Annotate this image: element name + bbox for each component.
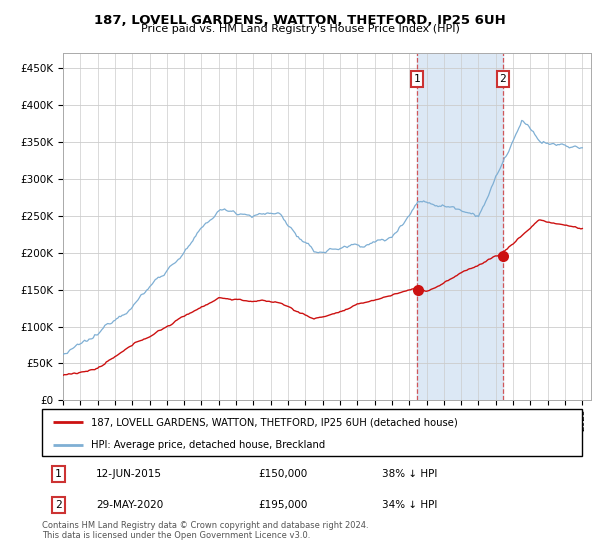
Text: 2: 2 bbox=[500, 74, 506, 84]
Bar bbox=[417, 53, 503, 400]
Text: 29-MAY-2020: 29-MAY-2020 bbox=[96, 500, 163, 510]
Text: 2: 2 bbox=[55, 500, 62, 510]
Text: £150,000: £150,000 bbox=[258, 469, 307, 479]
Text: HPI: Average price, detached house, Breckland: HPI: Average price, detached house, Brec… bbox=[91, 440, 325, 450]
Text: £195,000: £195,000 bbox=[258, 500, 307, 510]
Text: 12-JUN-2015: 12-JUN-2015 bbox=[96, 469, 162, 479]
Text: 38% ↓ HPI: 38% ↓ HPI bbox=[382, 469, 437, 479]
Text: 187, LOVELL GARDENS, WATTON, THETFORD, IP25 6UH: 187, LOVELL GARDENS, WATTON, THETFORD, I… bbox=[94, 14, 506, 27]
Text: 187, LOVELL GARDENS, WATTON, THETFORD, IP25 6UH (detached house): 187, LOVELL GARDENS, WATTON, THETFORD, I… bbox=[91, 417, 457, 427]
Text: Contains HM Land Registry data © Crown copyright and database right 2024.
This d: Contains HM Land Registry data © Crown c… bbox=[42, 521, 368, 540]
Text: 1: 1 bbox=[55, 469, 62, 479]
Text: Price paid vs. HM Land Registry's House Price Index (HPI): Price paid vs. HM Land Registry's House … bbox=[140, 24, 460, 34]
Text: 1: 1 bbox=[414, 74, 421, 84]
Text: 34% ↓ HPI: 34% ↓ HPI bbox=[382, 500, 437, 510]
